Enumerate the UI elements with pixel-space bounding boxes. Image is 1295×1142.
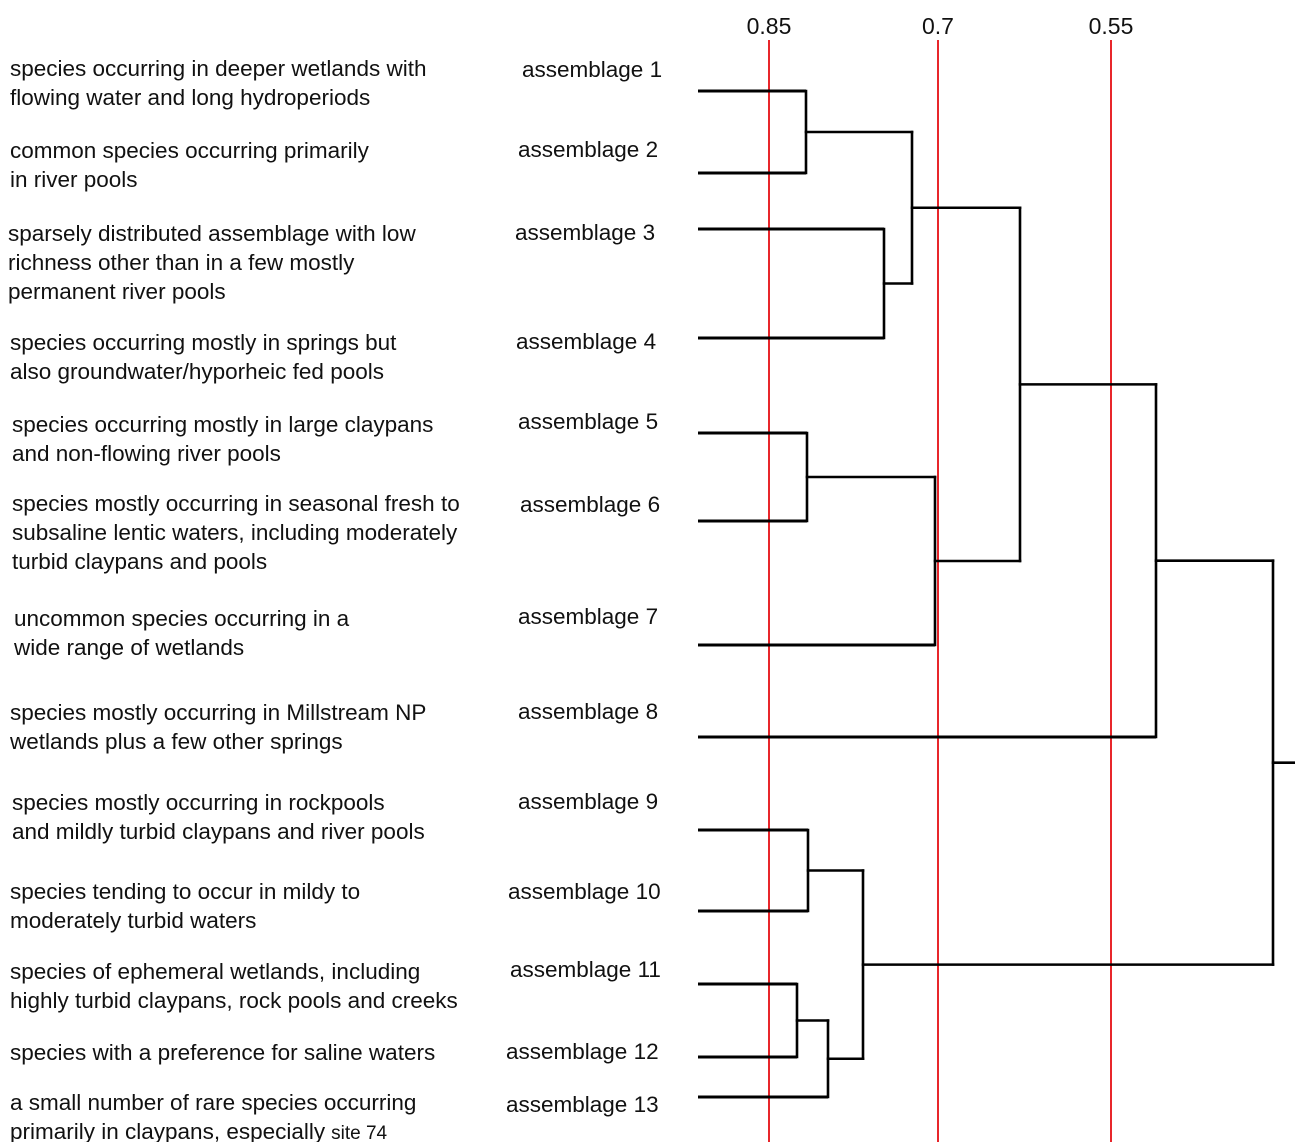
assemblage-description-line: species mostly occurring in rockpools xyxy=(12,790,385,815)
assemblage-label: assemblage 4 xyxy=(516,329,656,354)
similarity-cutoff-lines xyxy=(768,40,1112,1142)
assemblage-description-line: primarily in claypans, especially site 74 xyxy=(10,1119,388,1142)
assemblage-description-line: species mostly occurring in seasonal fre… xyxy=(12,491,460,516)
assemblage-description-line: species tending to occur in mildy to xyxy=(10,879,360,904)
assemblage-label: assemblage 8 xyxy=(518,699,658,724)
assemblage-description-line: turbid claypans and pools xyxy=(12,549,267,574)
assemblage-label: assemblage 9 xyxy=(518,789,658,814)
assemblage-description-line: species occurring mostly in large claypa… xyxy=(12,412,433,437)
similarity-scale: 0.85 0.7 0.55 xyxy=(747,13,1134,39)
assemblage-description-line: also groundwater/hyporheic fed pools xyxy=(10,359,384,384)
assemblage-description-line: richness other than in a few mostly xyxy=(8,250,355,275)
assemblage-label: assemblage 2 xyxy=(518,137,658,162)
assemblage-label: assemblage 10 xyxy=(508,879,661,904)
assemblage-description-line: species with a preference for saline wat… xyxy=(10,1040,435,1065)
assemblage-description-line: common species occurring primarily xyxy=(10,138,370,163)
assemblage-descriptions: species occurring in deeper wetlands wit… xyxy=(8,56,460,1142)
assemblage-description-line: and non-flowing river pools xyxy=(12,441,281,466)
assemblage-description-line: a small number of rare species occurring xyxy=(10,1090,416,1115)
assemblage-label: assemblage 3 xyxy=(515,220,655,245)
assemblage-description-line: species occurring mostly in springs but xyxy=(10,330,397,355)
assemblage-description-line: species mostly occurring in Millstream N… xyxy=(10,700,426,725)
assemblage-description-line: subsaline lentic waters, including moder… xyxy=(12,520,458,545)
assemblage-description-line: species of ephemeral wetlands, including xyxy=(10,959,420,984)
assemblage-label: assemblage 6 xyxy=(520,492,660,517)
scale-tick-label: 0.7 xyxy=(922,13,954,39)
assemblage-description-line: permanent river pools xyxy=(8,279,226,304)
assemblage-description-line: wide range of wetlands xyxy=(13,635,244,660)
assemblage-label: assemblage 13 xyxy=(506,1092,659,1117)
scale-tick-label: 0.85 xyxy=(747,13,792,39)
assemblage-description-line: sparsely distributed assemblage with low xyxy=(8,221,416,246)
assemblage-description-line: and mildly turbid claypans and river poo… xyxy=(12,819,425,844)
site-reference: site 74 xyxy=(331,1123,387,1142)
assemblage-description-line: wetlands plus a few other springs xyxy=(9,729,343,754)
dendrogram-tree xyxy=(698,89,1295,1099)
assemblage-description-line: in river pools xyxy=(10,167,138,192)
assemblage-label: assemblage 7 xyxy=(518,604,658,629)
assemblage-labels: assemblage 1 assemblage 2 assemblage 3 asse… xyxy=(506,57,662,1117)
assemblage-description-line: flowing water and long hydroperiods xyxy=(10,85,370,110)
assemblage-description-line: species occurring in deeper wetlands wit… xyxy=(10,56,426,81)
assemblage-label: assemblage 5 xyxy=(518,409,658,434)
assemblage-description-line: highly turbid claypans, rock pools and c… xyxy=(10,988,458,1013)
scale-tick-label: 0.55 xyxy=(1089,13,1134,39)
assemblage-label: assemblage 11 xyxy=(510,957,661,982)
assemblage-description-line: uncommon species occurring in a xyxy=(14,606,350,631)
assemblage-description-line: moderately turbid waters xyxy=(10,908,256,933)
assemblage-label: assemblage 12 xyxy=(506,1039,659,1064)
assemblage-label: assemblage 1 xyxy=(522,57,662,82)
